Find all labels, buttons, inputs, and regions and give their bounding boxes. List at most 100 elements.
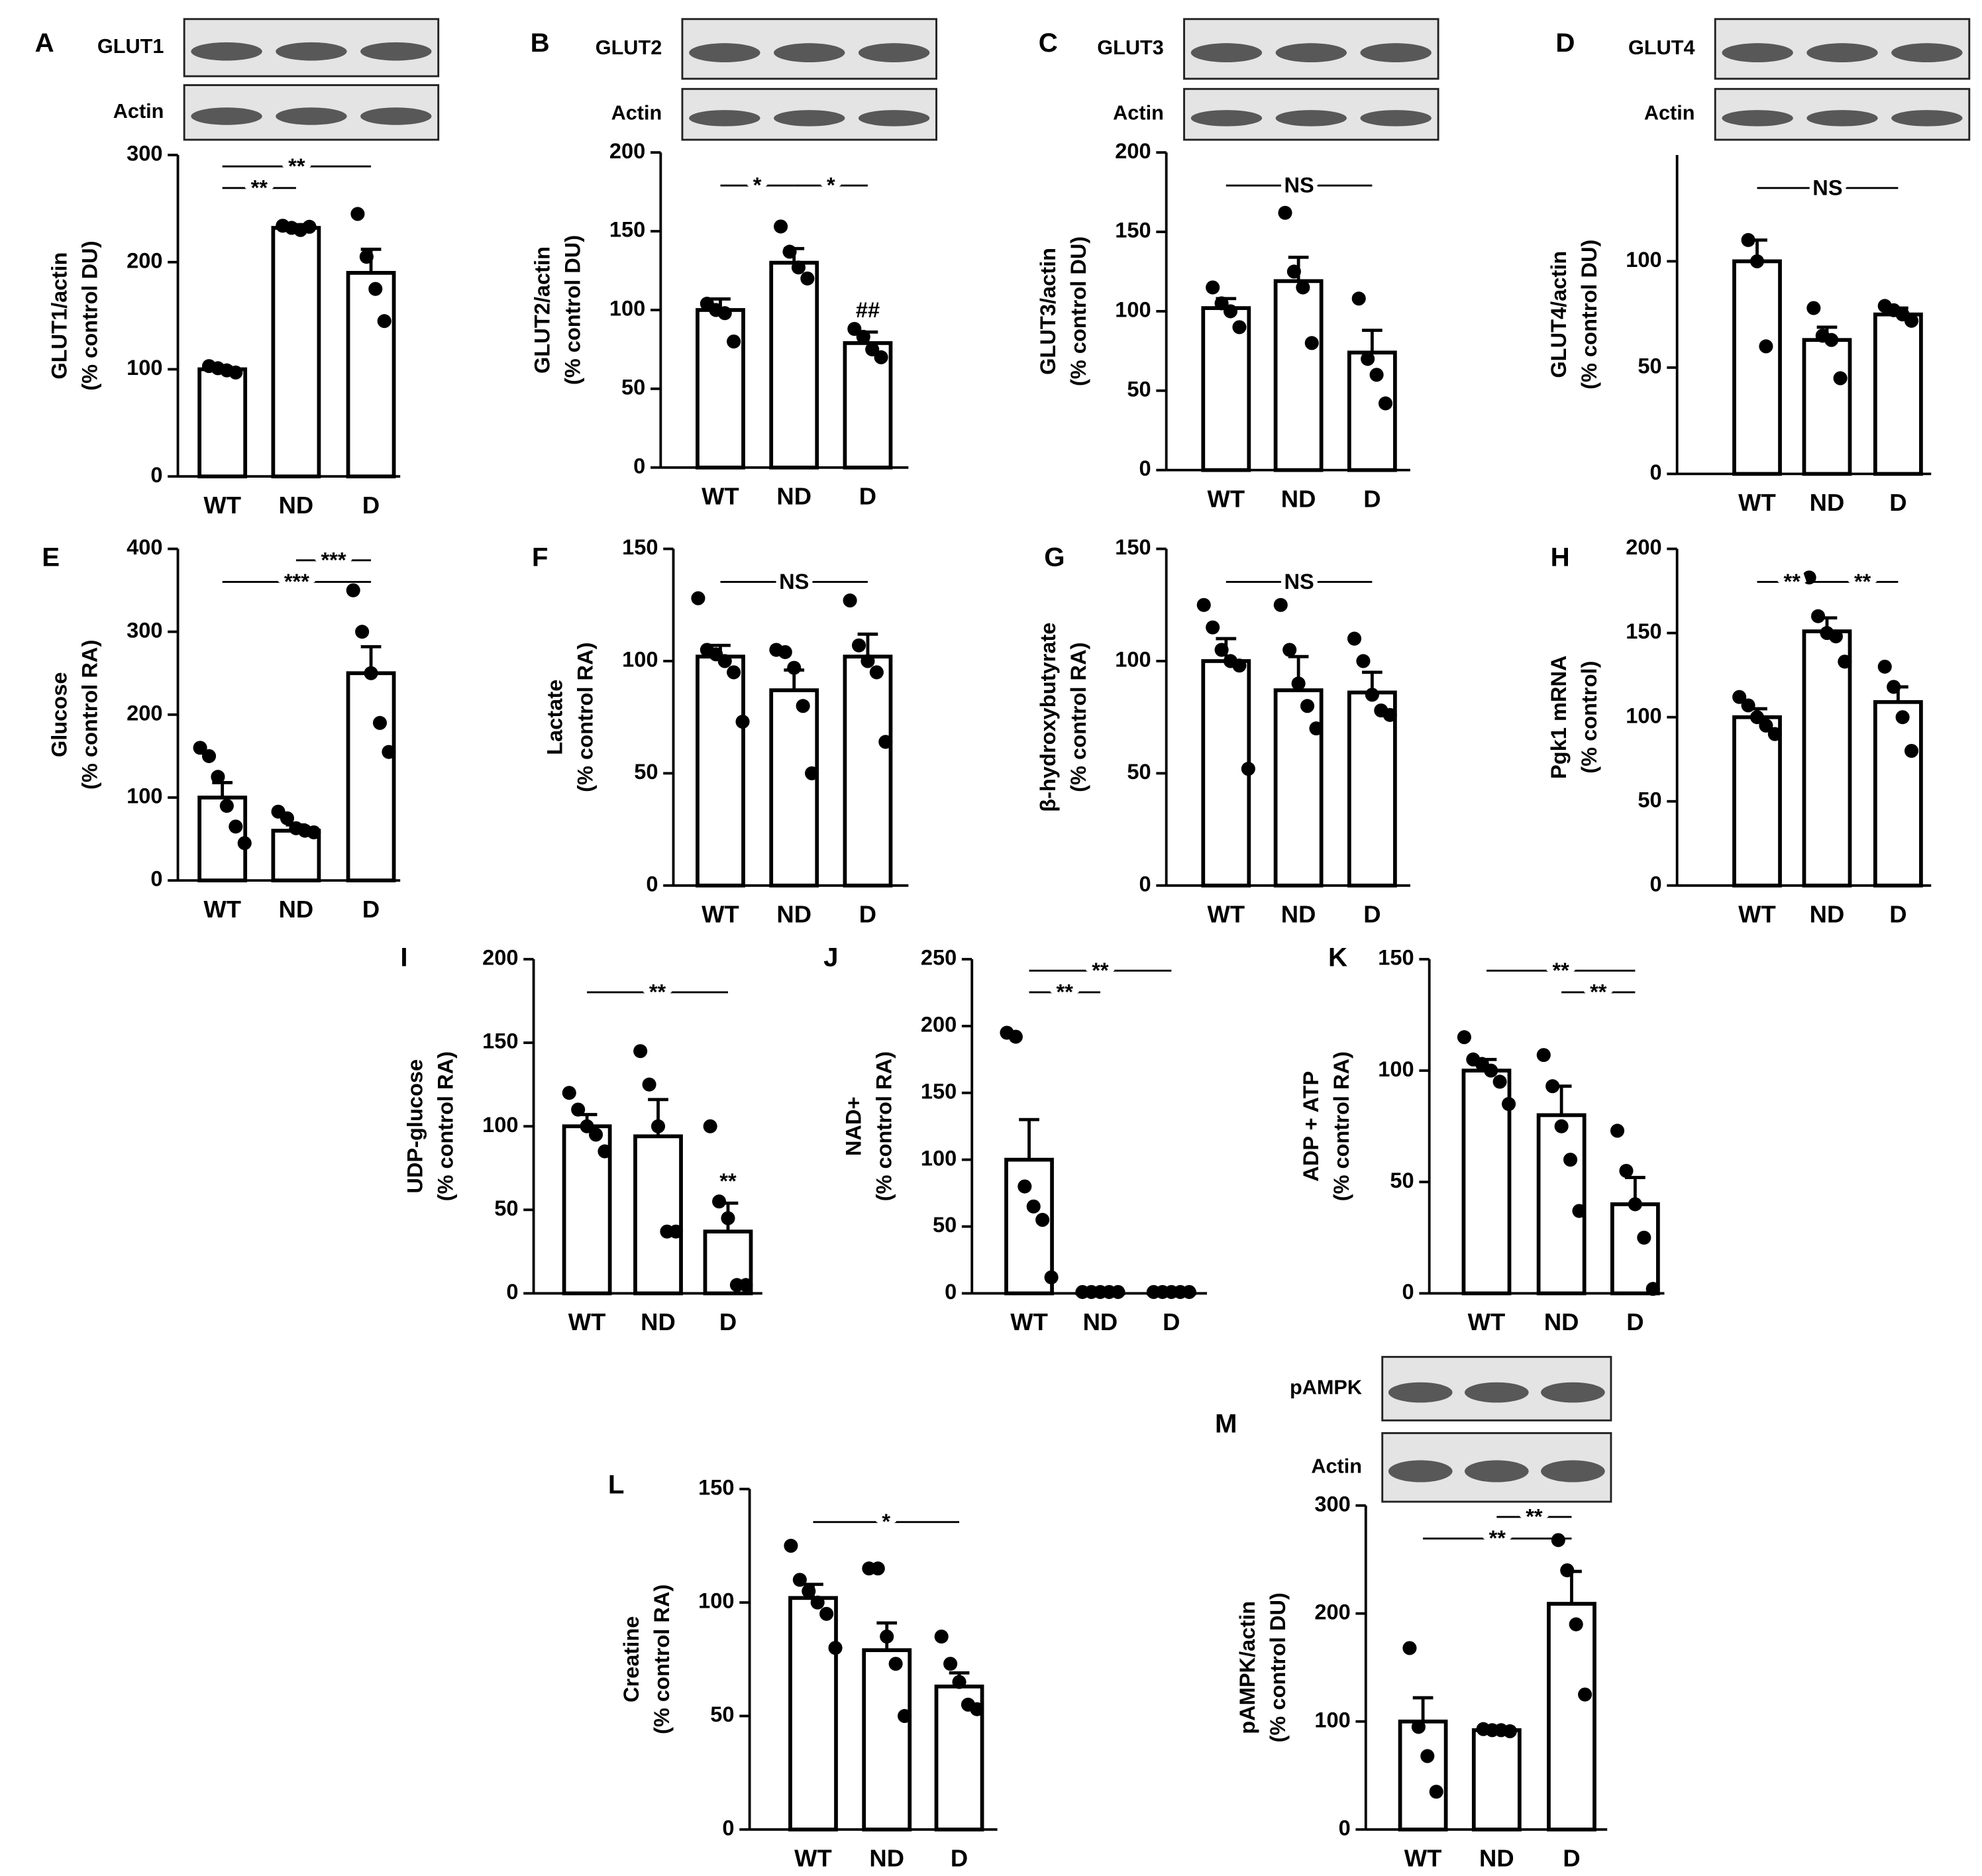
data-point [792, 1573, 807, 1587]
blot-label: GLUT2 [596, 36, 662, 59]
data-point [1278, 205, 1292, 220]
bar [1201, 659, 1251, 888]
y-tick-label: 150 [698, 1475, 734, 1499]
data-point [934, 1629, 949, 1644]
significance-label: * [827, 173, 835, 197]
data-point [1296, 280, 1310, 295]
data-point [280, 811, 295, 825]
y-tick-label: 0 [506, 1279, 518, 1304]
blot-band [360, 107, 432, 125]
x-tick-label: D [719, 1308, 737, 1335]
data-point [796, 699, 810, 713]
y-tick-label: 100 [1626, 703, 1661, 727]
data-point [1214, 643, 1229, 657]
significance-label: NS [1812, 175, 1842, 199]
data-point [1749, 710, 1765, 725]
blot-band [1722, 43, 1793, 63]
data-point [800, 271, 815, 286]
y-axis-label: Lactate [543, 680, 567, 755]
significance-label: ## [856, 297, 880, 322]
blot-band [1806, 43, 1878, 63]
y-tick-label: 100 [698, 1589, 734, 1613]
panel-label: J [823, 943, 838, 972]
x-tick-label: WT [702, 900, 739, 927]
y-tick-label: 150 [1626, 619, 1661, 643]
x-tick-label: ND [776, 482, 811, 509]
data-point [1206, 620, 1220, 635]
blot-band [276, 107, 347, 125]
bar [788, 1596, 838, 1832]
data-point [580, 1119, 594, 1133]
data-point [1572, 1204, 1587, 1218]
bar [843, 654, 893, 888]
y-tick-label: 150 [482, 1029, 518, 1053]
data-point [1382, 707, 1397, 722]
data-point [1610, 1123, 1625, 1138]
data-point [364, 666, 378, 680]
panel-label: C [1039, 28, 1058, 58]
significance-label: * [753, 173, 762, 197]
panel-label: L [608, 1470, 625, 1500]
data-point [229, 819, 243, 834]
y-tick-label: 50 [1390, 1168, 1414, 1192]
data-point [1569, 1617, 1583, 1632]
data-point [1429, 1785, 1443, 1799]
data-point [727, 334, 741, 349]
x-tick-label: D [1626, 1308, 1643, 1335]
x-tick-label: WT [203, 896, 241, 923]
data-point [588, 1127, 603, 1142]
y-tick-label: 200 [1626, 535, 1661, 559]
x-tick-label: ND [1479, 1844, 1514, 1871]
bar [1004, 1157, 1054, 1296]
y-tick-label: 0 [646, 871, 658, 896]
x-tick-label: D [1889, 900, 1906, 927]
panel-label: B [531, 28, 550, 58]
data-point [843, 593, 857, 608]
data-point [787, 660, 802, 675]
data-point [1369, 368, 1384, 382]
bar [346, 271, 396, 479]
x-tick-label: WT [568, 1308, 606, 1335]
data-point [1291, 676, 1306, 691]
y-tick-label: 200 [1115, 138, 1151, 163]
data-point [717, 654, 732, 668]
blot-band [1360, 110, 1432, 127]
data-point [350, 207, 365, 221]
blot-band [1806, 110, 1878, 127]
y-axis-label: (% control DU) [78, 240, 102, 390]
data-point [1196, 598, 1211, 612]
data-point [1759, 718, 1773, 733]
data-point [1551, 1533, 1565, 1547]
data-point [382, 745, 396, 759]
data-point [1214, 296, 1229, 311]
y-tick-label: 0 [1139, 871, 1151, 896]
x-tick-label: ND [279, 492, 314, 519]
y-axis-label: (% control RA) [649, 1585, 674, 1734]
blot-band [1190, 43, 1263, 63]
blot-band [1360, 43, 1432, 63]
blot-band [1465, 1460, 1529, 1483]
blot-band [191, 42, 262, 61]
y-axis-label: Glucose [47, 672, 72, 758]
data-point [888, 1657, 903, 1671]
x-tick-label: WT [1404, 1844, 1442, 1871]
blot-label: Actin [1311, 1454, 1362, 1477]
data-point [1749, 254, 1765, 269]
significance-label: NS [1284, 173, 1314, 197]
data-point [668, 1224, 683, 1239]
data-point [712, 1194, 727, 1209]
bar [1547, 1602, 1596, 1832]
data-point [1628, 1197, 1642, 1212]
y-tick-label: 150 [1115, 535, 1151, 559]
y-axis-label: (% control RA) [1329, 1051, 1353, 1201]
y-axis-label: (% control RA) [573, 643, 598, 792]
blot-band [360, 42, 432, 61]
data-point [571, 1102, 586, 1117]
data-point [1206, 280, 1220, 295]
data-point [898, 1708, 912, 1724]
data-point [372, 715, 388, 730]
y-tick-label: 0 [1402, 1279, 1414, 1304]
data-point [368, 282, 383, 296]
data-point [1838, 654, 1852, 669]
